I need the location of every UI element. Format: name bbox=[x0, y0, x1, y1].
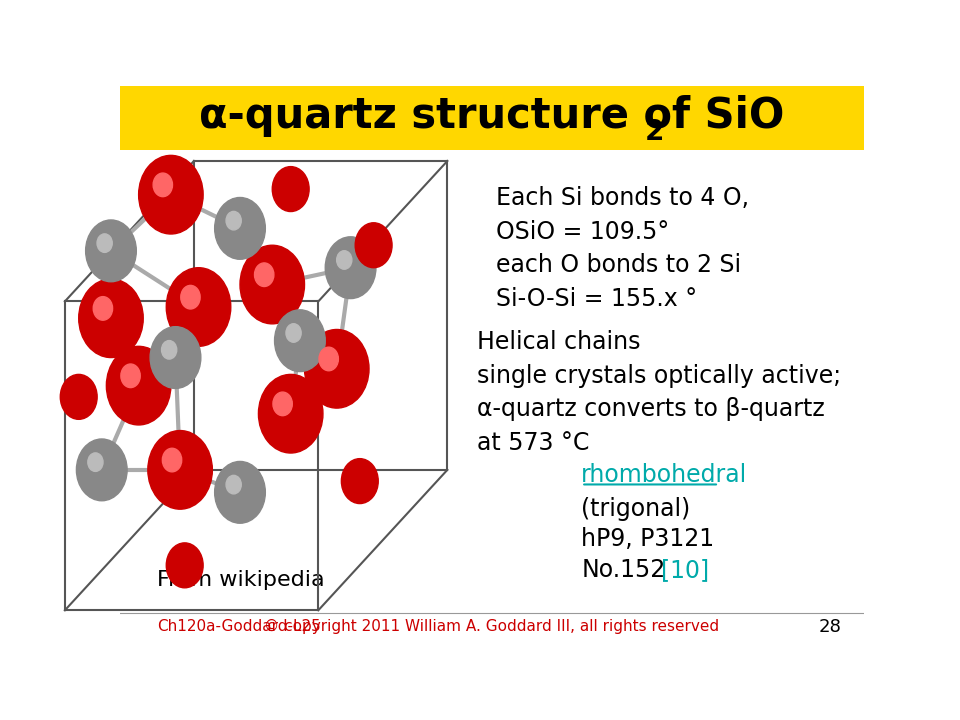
Text: Helical chains
single crystals optically active;
α-quartz converts to β-quartz
a: Helical chains single crystals optically… bbox=[477, 330, 841, 455]
Text: No.152: No.152 bbox=[581, 557, 665, 582]
Text: © copyright 2011 William A. Goddard III, all rights reserved: © copyright 2011 William A. Goddard III,… bbox=[264, 619, 720, 634]
Circle shape bbox=[304, 330, 369, 408]
Circle shape bbox=[87, 453, 103, 472]
Circle shape bbox=[79, 279, 143, 358]
Circle shape bbox=[180, 285, 200, 309]
Circle shape bbox=[226, 475, 241, 494]
Circle shape bbox=[240, 246, 304, 324]
Text: hP9, P3121: hP9, P3121 bbox=[581, 527, 714, 551]
Circle shape bbox=[254, 263, 274, 287]
Text: rhombohedral: rhombohedral bbox=[581, 464, 748, 487]
Circle shape bbox=[319, 347, 338, 371]
Circle shape bbox=[355, 222, 392, 268]
Circle shape bbox=[93, 297, 112, 320]
Circle shape bbox=[226, 212, 241, 230]
Circle shape bbox=[77, 439, 127, 501]
Circle shape bbox=[273, 392, 292, 415]
Circle shape bbox=[121, 364, 140, 387]
Circle shape bbox=[138, 156, 204, 234]
Circle shape bbox=[107, 346, 171, 425]
Circle shape bbox=[166, 268, 230, 346]
Circle shape bbox=[342, 459, 378, 503]
Text: 28: 28 bbox=[819, 618, 842, 636]
Circle shape bbox=[150, 327, 201, 388]
Circle shape bbox=[154, 173, 173, 197]
Text: Ch120a-Goddard-L25: Ch120a-Goddard-L25 bbox=[157, 619, 321, 634]
Circle shape bbox=[337, 251, 352, 269]
Text: [10]: [10] bbox=[660, 557, 709, 582]
Circle shape bbox=[325, 237, 376, 299]
Circle shape bbox=[97, 234, 112, 253]
Circle shape bbox=[161, 341, 177, 359]
Circle shape bbox=[162, 449, 181, 472]
Circle shape bbox=[85, 220, 136, 282]
Text: (trigonal): (trigonal) bbox=[581, 497, 690, 521]
FancyBboxPatch shape bbox=[120, 86, 864, 150]
Circle shape bbox=[258, 374, 323, 453]
Circle shape bbox=[60, 374, 97, 419]
Circle shape bbox=[148, 431, 212, 509]
Circle shape bbox=[286, 324, 301, 342]
Circle shape bbox=[215, 462, 265, 523]
Text: Each Si bonds to 4 O,
OSiO = 109.5°
each O bonds to 2 Si
Si-O-Si = 155.x °: Each Si bonds to 4 O, OSiO = 109.5° each… bbox=[495, 186, 749, 311]
Text: From wikipedia: From wikipedia bbox=[157, 570, 324, 590]
Circle shape bbox=[166, 543, 204, 588]
Circle shape bbox=[275, 310, 325, 372]
Text: 2: 2 bbox=[644, 118, 664, 146]
Circle shape bbox=[215, 197, 265, 259]
Text: α-quartz structure of SiO: α-quartz structure of SiO bbox=[200, 94, 784, 137]
Circle shape bbox=[273, 166, 309, 212]
